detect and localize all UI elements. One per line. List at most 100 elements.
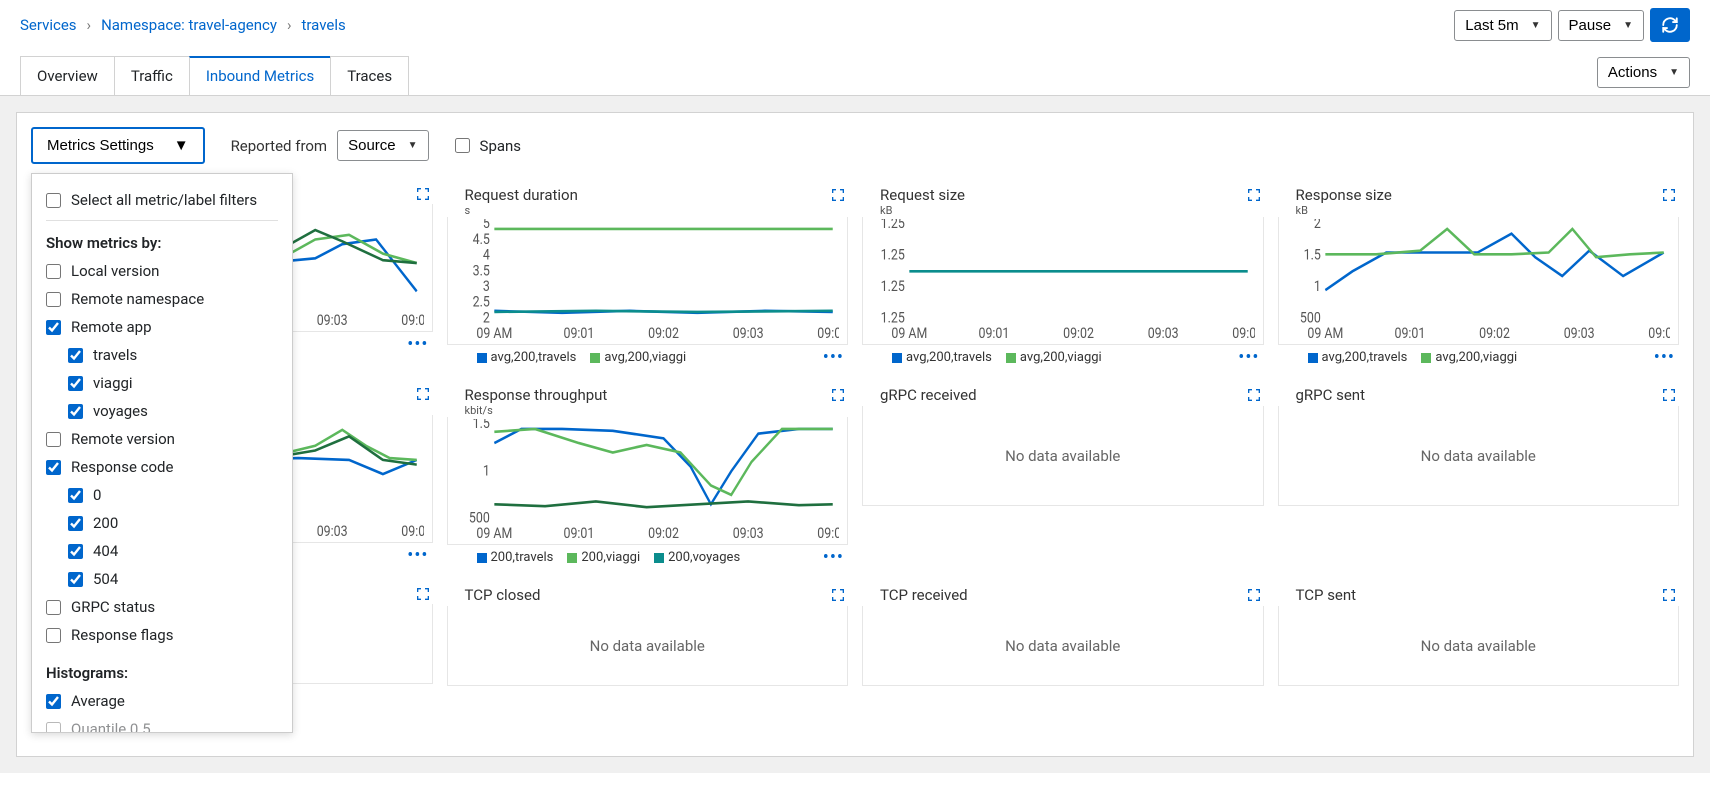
svg-text:09:03: 09:03 (732, 526, 763, 542)
svg-text:09:02: 09:02 (648, 526, 679, 542)
svg-text:09:01: 09:01 (563, 526, 594, 542)
legend-item: avg,200,viaggi (1006, 350, 1102, 365)
app-viaggi-label: viaggi (93, 374, 133, 392)
expand-icon[interactable] (830, 587, 846, 603)
svg-text:09:03: 09:03 (732, 326, 763, 342)
chart-yunit: kB (862, 204, 1264, 217)
breadcrumb-services[interactable]: Services (20, 16, 77, 34)
code-404-checkbox[interactable] (68, 544, 83, 559)
expand-icon[interactable] (1246, 587, 1262, 603)
expand-icon[interactable] (830, 387, 846, 403)
no-data-label: No data available (863, 447, 1263, 465)
actions-label: Actions (1608, 64, 1657, 81)
metrics-settings-dropdown[interactable]: Metrics Settings ▼ (31, 127, 205, 164)
svg-text:09:03: 09:03 (1148, 326, 1179, 342)
average-checkbox[interactable] (46, 694, 61, 709)
expand-icon[interactable] (1246, 387, 1262, 403)
svg-text:2.5: 2.5 (472, 295, 490, 311)
tab-traffic[interactable]: Traffic (114, 56, 190, 95)
refresh-button[interactable] (1650, 8, 1690, 42)
remote-app-checkbox[interactable] (46, 320, 61, 335)
breadcrumb-current[interactable]: travels (301, 16, 345, 34)
more-icon[interactable]: ••• (1238, 347, 1263, 368)
expand-icon[interactable] (1661, 387, 1677, 403)
chart-grpc-received: gRPC receivedNo data available (862, 382, 1264, 568)
chart-title: TCP sent (1296, 586, 1357, 604)
response-flags-checkbox[interactable] (46, 628, 61, 643)
grpc-status-checkbox[interactable] (46, 600, 61, 615)
more-icon[interactable]: ••• (1654, 347, 1679, 368)
quantile-checkbox[interactable] (46, 722, 61, 734)
actions-dropdown[interactable]: Actions ▼ (1597, 57, 1690, 88)
remote-namespace-checkbox[interactable] (46, 292, 61, 307)
svg-text:5: 5 (482, 219, 489, 232)
svg-text:09:04: 09:04 (817, 526, 839, 542)
no-data-label: No data available (863, 637, 1263, 655)
chart-request-size: Request sizekB1.251.251.251.2509 AM09:01… (862, 182, 1264, 368)
metrics-settings-label: Metrics Settings (47, 137, 154, 154)
chart-response-size: Response sizekB21.5150009 AM09:0109:0209… (1278, 182, 1680, 368)
more-icon[interactable]: ••• (823, 347, 848, 368)
svg-text:3.5: 3.5 (472, 263, 490, 279)
select-all-checkbox[interactable] (46, 193, 61, 208)
remote-version-checkbox[interactable] (46, 432, 61, 447)
caret-down-icon: ▼ (1531, 20, 1541, 31)
breadcrumb-namespace[interactable]: Namespace: travel-agency (101, 16, 277, 34)
svg-text:4.5: 4.5 (472, 232, 490, 248)
tab-inbound-metrics[interactable]: Inbound Metrics (189, 56, 331, 95)
expand-icon[interactable] (830, 187, 846, 203)
code-200-checkbox[interactable] (68, 516, 83, 531)
expand-icon[interactable] (415, 186, 431, 202)
svg-text:09 AM: 09 AM (1307, 326, 1343, 342)
app-viaggi-checkbox[interactable] (68, 376, 83, 391)
more-icon[interactable]: ••• (407, 545, 432, 566)
chart-tcp-sent: TCP sentNo data available (1278, 582, 1680, 686)
chart-grpc-sent: gRPC sentNo data available (1278, 382, 1680, 568)
svg-text:09:01: 09:01 (563, 326, 594, 342)
svg-text:1.5: 1.5 (472, 419, 490, 432)
svg-text:09:03: 09:03 (1563, 326, 1594, 342)
chart-title: Request duration (465, 186, 578, 204)
remote-app-label: Remote app (71, 318, 152, 336)
svg-text:09:04: 09:04 (1232, 326, 1254, 342)
svg-text:1.5: 1.5 (1303, 248, 1321, 264)
pause-dropdown[interactable]: Pause ▼ (1558, 10, 1644, 41)
tab-traces[interactable]: Traces (330, 56, 409, 95)
chevron-right-icon: › (287, 16, 292, 34)
chart-request-duration: Request durations54.543.532.5209 AM09:01… (447, 182, 849, 368)
chart-yunit: kbit/s (447, 404, 849, 417)
code-0-checkbox[interactable] (68, 488, 83, 503)
spans-checkbox[interactable] (455, 138, 470, 153)
chart-title: TCP received (880, 586, 968, 604)
time-range-dropdown[interactable]: Last 5m ▼ (1454, 10, 1551, 41)
chart-tcp-closed: TCP closedNo data available (447, 582, 849, 686)
app-voyages-checkbox[interactable] (68, 404, 83, 419)
svg-text:09 AM: 09 AM (476, 326, 512, 342)
time-range-label: Last 5m (1465, 17, 1518, 34)
code-504-checkbox[interactable] (68, 572, 83, 587)
more-icon[interactable]: ••• (407, 334, 432, 355)
svg-text:1: 1 (482, 463, 489, 479)
svg-text:1.25: 1.25 (881, 248, 906, 264)
expand-icon[interactable] (1661, 587, 1677, 603)
reported-source-dropdown[interactable]: Source ▼ (337, 130, 428, 161)
select-all-label: Select all metric/label filters (71, 191, 257, 209)
svg-text:1.25: 1.25 (881, 219, 906, 232)
legend-item: 200,travels (477, 550, 554, 565)
response-code-checkbox[interactable] (46, 460, 61, 475)
svg-text:09:02: 09:02 (1479, 326, 1510, 342)
app-travels-checkbox[interactable] (68, 348, 83, 363)
chart-title: Response size (1296, 186, 1392, 204)
svg-text:09:01: 09:01 (979, 326, 1010, 342)
svg-text:09:04: 09:04 (1648, 326, 1670, 342)
expand-icon[interactable] (1246, 187, 1262, 203)
expand-icon[interactable] (1661, 187, 1677, 203)
chart-title: gRPC sent (1296, 386, 1366, 404)
more-icon[interactable]: ••• (823, 547, 848, 568)
expand-icon[interactable] (415, 586, 431, 602)
tab-overview[interactable]: Overview (20, 56, 115, 95)
code-504-label: 504 (93, 570, 118, 588)
local-version-checkbox[interactable] (46, 264, 61, 279)
show-metrics-by-heading: Show metrics by: (46, 229, 278, 257)
expand-icon[interactable] (415, 386, 431, 402)
